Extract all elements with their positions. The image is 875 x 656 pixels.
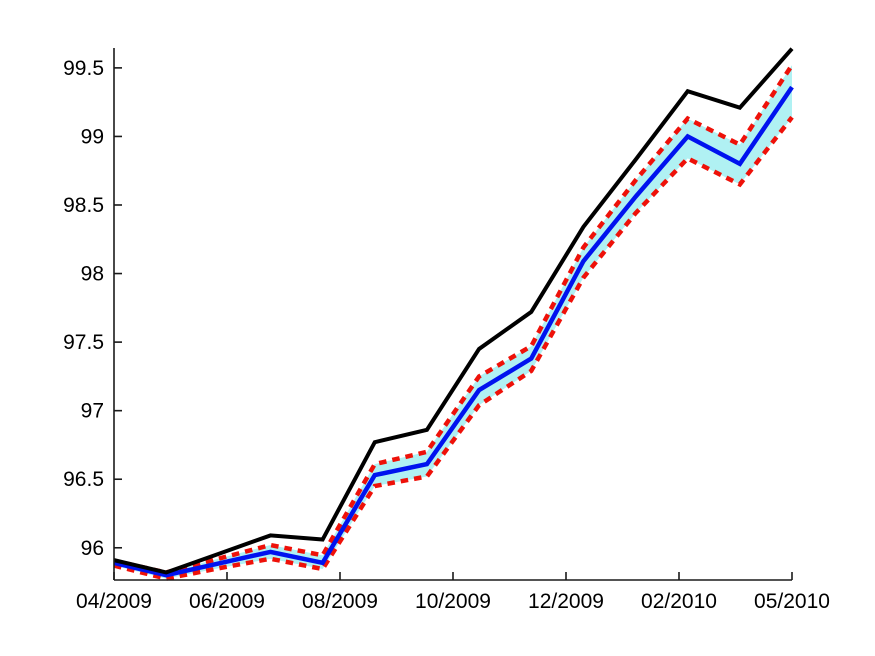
y-tick-label: 97.5 — [63, 331, 104, 354]
y-tick-label: 96.5 — [63, 468, 104, 491]
black-solid-line — [113, 47, 794, 575]
y-tick-label: 96 — [81, 537, 104, 560]
x-tick-label: 10/2009 — [415, 590, 491, 613]
x-tick-label: 02/2010 — [641, 590, 717, 613]
y-tick-label: 99 — [81, 125, 104, 148]
y-tick-label: 99.5 — [63, 57, 104, 80]
blue-center-line — [113, 85, 794, 578]
x-tick-label: 06/2009 — [189, 590, 265, 613]
red-dashed-lower-bound — [113, 115, 794, 581]
x-tick-label: 05/2010 — [754, 590, 830, 613]
x-tick-label: 04/2009 — [76, 590, 152, 613]
red-dashed-upper-bound — [113, 63, 794, 575]
confidence-band-fill — [114, 65, 792, 579]
y-tick-label: 98 — [81, 263, 104, 286]
y-tick-label: 97 — [81, 400, 104, 423]
x-tick-label: 08/2009 — [302, 590, 378, 613]
y-tick-label: 98.5 — [63, 194, 104, 217]
x-tick-label: 12/2009 — [528, 590, 604, 613]
